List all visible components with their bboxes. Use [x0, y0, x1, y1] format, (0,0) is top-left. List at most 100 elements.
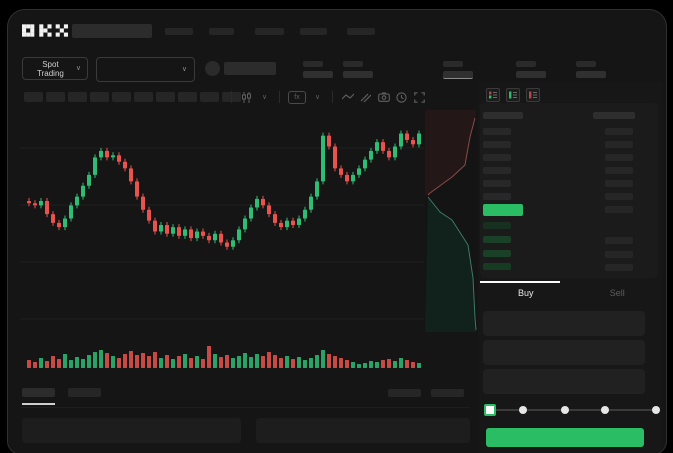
ask-total-skeleton[interactable] — [605, 154, 633, 161]
divider — [20, 407, 470, 408]
nav-item-skeleton[interactable] — [300, 28, 327, 35]
candle-body — [57, 222, 61, 228]
ask-price-skeleton[interactable] — [483, 141, 511, 148]
toolbar-skeleton-block[interactable] — [112, 92, 131, 102]
buy-submit-button[interactable] — [486, 428, 644, 447]
ask-price-skeleton[interactable] — [483, 193, 511, 200]
tab-sell[interactable]: Sell — [609, 288, 625, 298]
ask-total-skeleton[interactable] — [605, 128, 633, 135]
ask-price-skeleton[interactable] — [483, 154, 511, 161]
candle-body — [141, 196, 145, 210]
ask-total-skeleton[interactable] — [605, 141, 633, 148]
bottom-action-skeleton[interactable] — [431, 389, 464, 397]
app-window: Spot Trading ∨ ∨ ∨ fx — [7, 9, 667, 453]
bid-price-skeleton[interactable] — [483, 263, 511, 270]
candle-body — [285, 220, 289, 228]
toolbar-skeleton-block[interactable] — [46, 92, 65, 102]
indicators-chevron-icon[interactable]: ∨ — [314, 93, 321, 101]
volume-bar — [111, 356, 115, 368]
nav-item-skeleton[interactable] — [347, 28, 375, 35]
instrument-dropdown[interactable]: ∨ — [96, 57, 195, 82]
nav-item-skeleton[interactable] — [255, 28, 284, 35]
toolbar-skeleton-block[interactable] — [24, 92, 43, 102]
candle-body — [147, 209, 151, 221]
bid-total-skeleton[interactable] — [605, 237, 633, 244]
amount-slider-track[interactable] — [490, 409, 656, 411]
orders-table-skeleton — [22, 418, 241, 443]
bid-total-skeleton[interactable] — [605, 251, 633, 258]
orderbook-split-view-icon[interactable] — [486, 88, 500, 102]
camera-icon[interactable] — [377, 90, 390, 104]
drawing-tools-icon[interactable] — [359, 90, 372, 104]
slider-stop-dot[interactable] — [519, 406, 527, 414]
bottom-action-skeleton[interactable] — [388, 389, 421, 397]
tab-buy[interactable]: Buy — [517, 288, 534, 298]
volume-bar — [291, 359, 295, 368]
toolbar-skeleton-block[interactable] — [68, 92, 87, 102]
line-tool-icon[interactable] — [341, 90, 354, 104]
toolbar-skeleton-block[interactable] — [156, 92, 175, 102]
chart-type-chevron-icon[interactable]: ∨ — [261, 93, 268, 101]
candle-body — [291, 220, 295, 225]
pair-selector-skeleton[interactable] — [72, 24, 152, 38]
last-price-badge[interactable] — [483, 204, 523, 216]
candle-body — [357, 168, 361, 175]
ask-total-skeleton[interactable] — [605, 193, 633, 200]
ask-total-skeleton[interactable] — [605, 180, 633, 187]
ask-total-skeleton[interactable] — [605, 167, 633, 174]
bid-price-skeleton[interactable] — [483, 236, 511, 243]
toolbar-skeleton-block[interactable] — [134, 92, 153, 102]
candle-body — [201, 231, 205, 236]
ask-price-skeleton[interactable] — [483, 180, 511, 187]
nav-item-skeleton[interactable] — [165, 28, 193, 35]
volume-bar — [411, 362, 415, 368]
slider-stop-dot[interactable] — [561, 406, 569, 414]
volume-bar — [237, 356, 241, 368]
bid-price-skeleton[interactable] — [483, 222, 511, 229]
ask-price-skeleton[interactable] — [483, 167, 511, 174]
slider-handle[interactable] — [484, 404, 496, 416]
ticker-stat-skeleton — [303, 61, 333, 78]
volume-bar — [27, 360, 31, 368]
toolbar-skeleton-block[interactable] — [90, 92, 109, 102]
volume-bar — [321, 350, 325, 368]
nav-item-skeleton[interactable] — [209, 28, 234, 35]
volume-bar — [117, 358, 121, 368]
total-input-skeleton[interactable] — [483, 369, 645, 394]
bid-total-skeleton[interactable] — [605, 264, 633, 271]
slider-stop-dot[interactable] — [601, 406, 609, 414]
orderbook-bids-view-icon[interactable] — [506, 88, 520, 102]
candlestick-type-icon[interactable] — [240, 90, 253, 104]
volume-bar — [357, 364, 361, 368]
volume-bar — [195, 356, 199, 368]
fullscreen-icon[interactable] — [413, 90, 426, 104]
candle-body — [213, 233, 217, 241]
volume-bar — [33, 362, 37, 368]
candle-body — [123, 161, 127, 169]
bid-price-skeleton[interactable] — [483, 250, 511, 257]
candle-body — [117, 155, 121, 162]
ticker-stat-skeleton — [576, 61, 606, 78]
candlestick-chart[interactable] — [20, 108, 424, 372]
bottom-tab-skeleton-active[interactable] — [22, 388, 55, 397]
ask-price-skeleton[interactable] — [483, 128, 511, 135]
toolbar-skeleton-block[interactable] — [200, 92, 219, 102]
toolbar-skeleton-block[interactable] — [178, 92, 197, 102]
amount-input-skeleton[interactable] — [483, 340, 645, 365]
market-type-label: Spot Trading — [37, 59, 64, 78]
volume-bar — [45, 361, 49, 368]
bottom-tab-skeleton[interactable] — [68, 388, 101, 397]
ask-total-skeleton[interactable] — [605, 206, 633, 213]
volume-bar — [69, 360, 73, 368]
slider-stop-dot[interactable] — [652, 406, 660, 414]
orderbook-asks-view-icon[interactable] — [526, 88, 540, 102]
price-input-skeleton[interactable] — [483, 311, 645, 336]
volume-bar — [51, 356, 55, 368]
volume-bar — [39, 358, 43, 368]
market-type-dropdown[interactable]: Spot Trading ∨ — [22, 57, 88, 80]
indicators-icon[interactable]: fx — [288, 90, 306, 104]
volume-bar — [405, 360, 409, 368]
candle-body — [219, 233, 223, 243]
history-clock-icon[interactable] — [395, 90, 408, 104]
active-tab-indicator — [480, 281, 560, 283]
